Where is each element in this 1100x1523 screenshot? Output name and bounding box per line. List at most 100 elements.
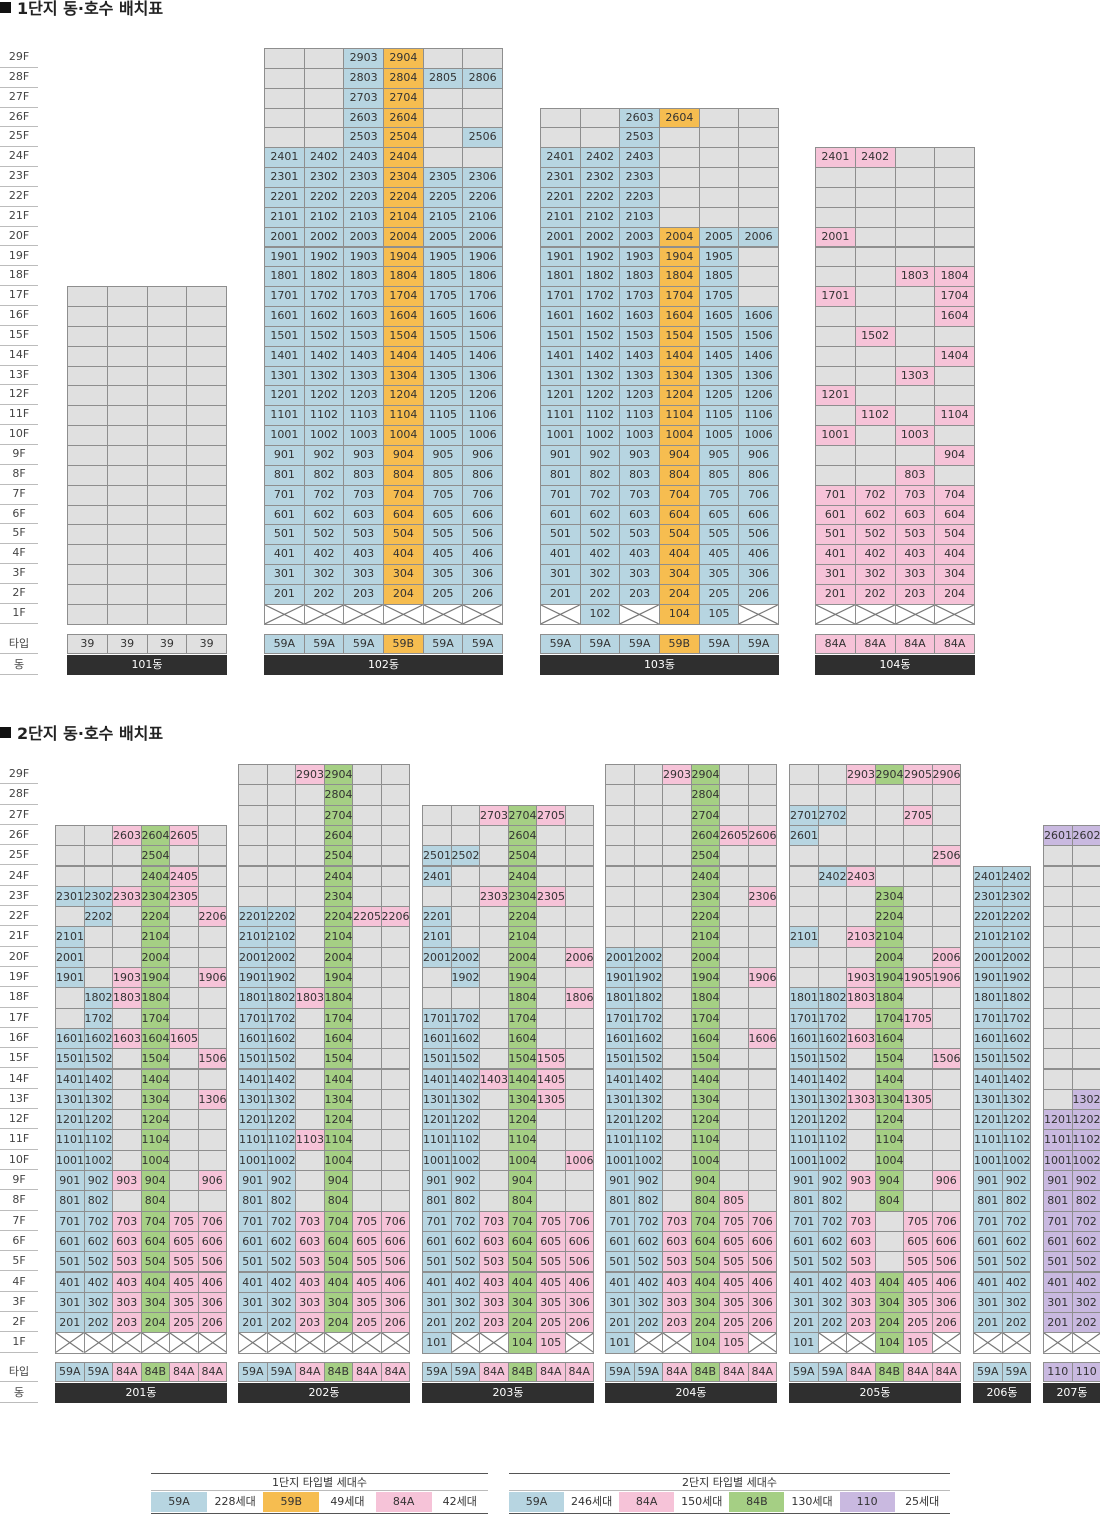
unit-cell: 303 [662,1291,692,1314]
unit-cell: 1303 [846,1088,876,1111]
unit-cell: 1303 [343,365,384,387]
floor-label: 6F [0,1231,38,1252]
unit-cell: 1003 [343,425,384,446]
unit-cell: 905 [698,445,740,466]
unit-cell: 1202 [633,1109,663,1131]
empty-unit-cell [106,524,148,546]
floor-label: 19F [0,967,38,988]
unit-cell: 201 [55,1312,85,1334]
empty-unit-cell [894,306,936,327]
unit-cell: 2504 [690,845,720,867]
unit-cell: 2601 [789,824,819,847]
type-cell: 84A [564,1362,594,1382]
floor-label: 28F [0,784,38,805]
floor-label: 27F [0,805,38,825]
unit-cell: 1102 [450,1129,480,1151]
unit-cell: 2001 [815,226,856,248]
unit-cell: 1401 [422,1068,452,1090]
unit-cell: 602 [1071,1230,1100,1253]
empty-unit-cell [352,764,382,786]
unit-cell: 1801 [605,987,635,1009]
empty-unit-cell [903,1170,933,1192]
building-name: 204동 [605,1383,777,1403]
empty-unit-cell [854,425,896,446]
empty-unit-cell [1071,987,1100,1009]
empty-unit-cell [738,147,779,169]
empty-unit-cell [934,464,975,486]
empty-unit-cell [146,425,188,446]
type-cell: 39 [67,634,108,654]
unit-cell: 906 [462,445,503,466]
unit-cell: 1702 [83,1007,113,1029]
unit-cell: 602 [83,1230,113,1253]
empty-unit-cell [738,266,779,288]
empty-unit-cell [83,824,113,847]
empty-unit-cell [479,1088,509,1111]
unit-cell: 602 [1001,1230,1031,1253]
unit-cell: 1701 [815,286,856,308]
unit-cell: 1802 [579,266,621,288]
unit-cell: 1502 [633,1048,663,1070]
empty-unit-cell [536,987,566,1009]
empty-unit-cell [295,824,325,847]
unit-cell: 804 [874,1190,904,1212]
unit-cell: 903 [343,445,384,466]
unit-cell: 1002 [266,1149,296,1171]
unit-cell: 302 [83,1291,113,1314]
empty-unit-cell [295,885,325,908]
unit-cell: 802 [1001,1190,1031,1212]
empty-unit-cell [422,87,464,109]
unit-cell: 2604 [383,107,424,129]
unit-cell: 1701 [264,286,305,308]
unit-cell: 1802 [817,987,847,1009]
unit-cell: 1102 [817,1129,847,1151]
empty-unit-cell [815,266,856,288]
unit-cell: 802 [266,1190,296,1212]
unit-cell: 1102 [1001,1129,1031,1151]
unit-cell: 2305 [169,885,199,908]
empty-unit-cell [106,325,148,347]
unit-cell: 903 [112,1170,142,1192]
unit-cell: 2103 [846,926,876,948]
empty-unit-cell [67,405,108,427]
unit-cell: 2001 [540,226,581,248]
unit-cell: 803 [619,464,660,486]
unit-cell: 701 [238,1210,268,1232]
empty-unit-cell [380,1149,410,1171]
unit-cell: 601 [1043,1230,1073,1253]
unit-cell: 501 [815,524,856,546]
unit-cell: 303 [295,1291,325,1314]
unit-cell: 603 [662,1230,692,1253]
unit-cell: 2502 [450,845,480,867]
empty-unit-cell [633,804,663,826]
empty-unit-cell [846,1068,876,1090]
empty-unit-cell [295,1149,325,1171]
unit-cell: 1403 [479,1068,509,1090]
unit-cell: 302 [633,1291,663,1314]
empty-unit-cell [934,206,975,228]
building-name: 102동 [264,655,503,675]
blocked-unit-cell [1001,1332,1031,1354]
unit-cell: 601 [789,1230,819,1253]
unit-cell: 2702 [817,804,847,826]
unit-cell: 1002 [83,1149,113,1171]
empty-unit-cell [67,286,108,308]
empty-unit-cell [169,946,199,968]
empty-unit-cell [146,504,188,526]
unit-cell: 1302 [450,1088,480,1111]
empty-unit-cell [112,946,142,968]
empty-unit-cell [169,845,199,867]
cross-mark-icon [541,605,580,624]
empty-unit-cell [747,865,777,887]
cross-mark-icon [935,605,974,624]
blocked-unit-cell [264,603,305,625]
empty-unit-cell [186,325,227,347]
empty-unit-cell [846,1109,876,1131]
unit-cell: 1701 [540,286,581,308]
unit-cell: 1702 [266,1007,296,1029]
floor-label: 8F [0,465,38,485]
empty-unit-cell [479,906,509,928]
unit-cell: 702 [817,1210,847,1232]
blocked-unit-cell [817,1332,847,1354]
unit-cell: 2202 [303,186,345,208]
